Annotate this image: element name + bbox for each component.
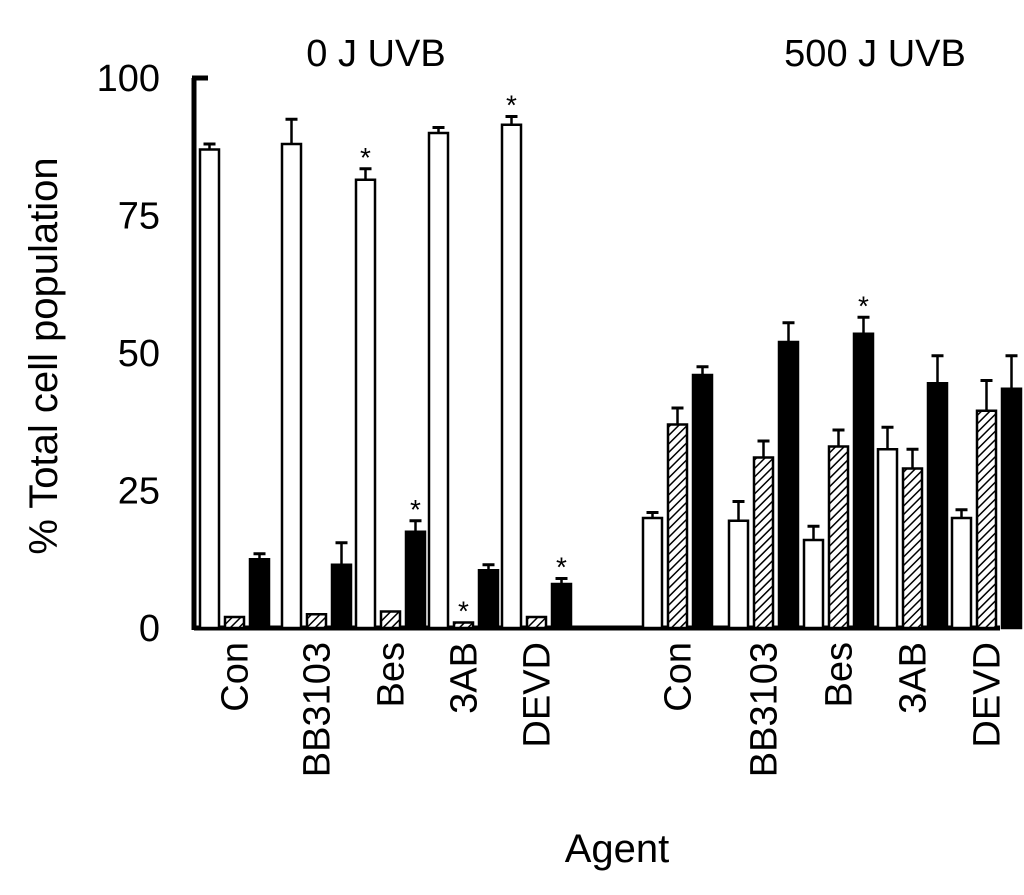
bar xyxy=(305,613,328,630)
significance-star: * xyxy=(556,552,567,583)
y-tick-label: 50 xyxy=(118,333,160,375)
group-title-1: 500 J UVB xyxy=(784,33,966,75)
y-tick-label: 100 xyxy=(97,58,160,100)
x-tick-label: Con xyxy=(215,642,257,712)
x-tick-label: Bes xyxy=(819,642,861,707)
bar xyxy=(876,448,899,630)
bar xyxy=(198,148,221,630)
significance-star: * xyxy=(458,596,469,627)
y-tick-label: 25 xyxy=(118,471,160,513)
bar xyxy=(666,423,689,630)
chart-marks: 0 25 50 75 100 Con BB3103 * * Bes * 3AB * * DEVD Con BB3… xyxy=(97,58,1023,777)
bar xyxy=(379,610,402,630)
bar xyxy=(802,538,825,630)
bar xyxy=(452,621,475,630)
bar xyxy=(901,467,924,630)
bar xyxy=(752,456,775,630)
bar xyxy=(827,445,850,630)
bar xyxy=(852,332,875,630)
bar xyxy=(280,142,303,630)
x-tick-label: Bes xyxy=(371,642,413,707)
significance-star: * xyxy=(858,290,869,321)
bar xyxy=(525,615,548,630)
x-tick-label: BB3103 xyxy=(297,642,339,777)
bar xyxy=(330,563,353,630)
bar xyxy=(691,373,714,630)
bar xyxy=(354,178,377,630)
bar xyxy=(641,516,664,630)
bar xyxy=(223,615,246,630)
x-axis-label: Agent xyxy=(565,827,670,871)
y-tick-label: 0 xyxy=(139,608,160,650)
bar xyxy=(926,382,949,630)
x-tick-label: 3AB xyxy=(893,642,935,714)
significance-star: * xyxy=(410,494,421,525)
bar xyxy=(550,582,573,630)
y-axis-label: % Total cell population xyxy=(22,157,66,554)
x-tick-label: DEVD xyxy=(967,642,1009,748)
x-tick-label: Con xyxy=(658,642,700,712)
bar xyxy=(1000,387,1023,630)
bar xyxy=(975,409,998,630)
bar xyxy=(950,516,973,630)
x-tick-label: DEVD xyxy=(517,642,559,748)
bar xyxy=(777,340,800,630)
significance-star: * xyxy=(360,142,371,173)
x-tick-label: BB3103 xyxy=(744,642,786,777)
x-tick-label: 3AB xyxy=(444,642,486,714)
bar xyxy=(248,558,271,630)
bar xyxy=(427,131,450,630)
bar xyxy=(477,569,500,630)
significance-star: * xyxy=(506,90,517,121)
bar xyxy=(727,519,750,630)
bar xyxy=(500,123,523,630)
bar xyxy=(404,530,427,630)
y-tick-label: 75 xyxy=(118,196,160,238)
group-title-0: 0 J UVB xyxy=(306,33,445,75)
